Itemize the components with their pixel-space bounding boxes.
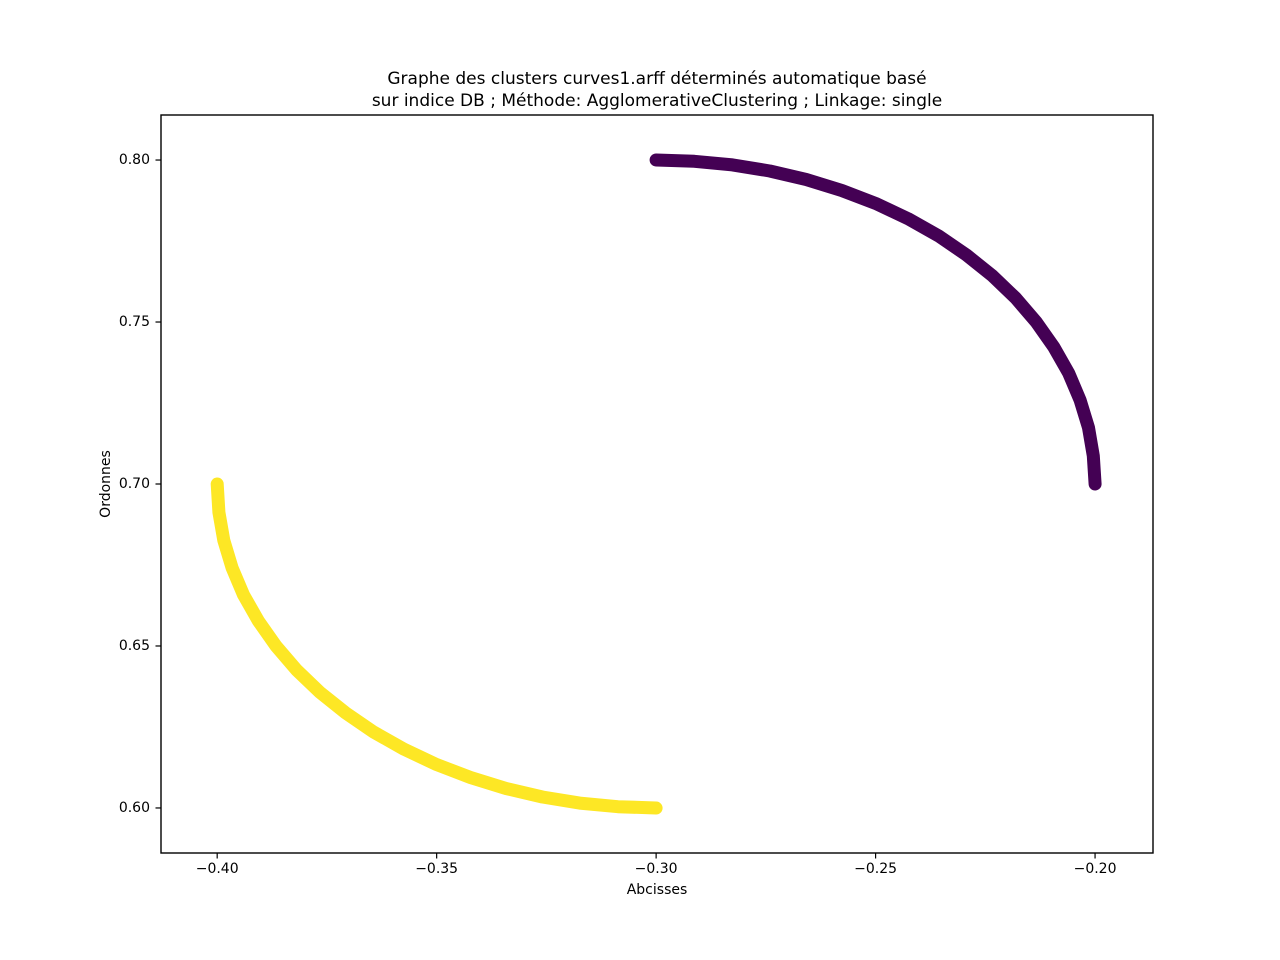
y-tick-label: 0.65 [118, 637, 150, 654]
y-axis-label: Ordonnes [98, 450, 114, 518]
y-tick-label: 0.70 [118, 476, 150, 492]
x-tick-label: −0.35 [415, 861, 459, 877]
axes-frame [160, 114, 1154, 854]
chart-title: Graphe des clusters curves1.arff détermi… [161, 68, 1153, 112]
y-tick-label: 0.75 [118, 314, 150, 331]
x-tick-label: −0.30 [634, 861, 678, 877]
cluster-curve-cluster_0 [649, 153, 1102, 491]
cluster-curve-cluster_1 [210, 477, 663, 815]
x-axis-label: Abcisses [626, 882, 688, 898]
x-tick-label: −0.20 [1073, 861, 1117, 877]
x-tick-label: −0.40 [195, 861, 239, 877]
chart-title-line2: sur indice DB ; Méthode: AgglomerativeCl… [371, 91, 943, 111]
chart-title-line1: Graphe des clusters curves1.arff détermi… [387, 69, 927, 89]
y-tick-label: 0.60 [118, 799, 150, 816]
y-tick-label: 0.80 [118, 152, 150, 169]
x-tick-label: −0.25 [854, 861, 898, 877]
